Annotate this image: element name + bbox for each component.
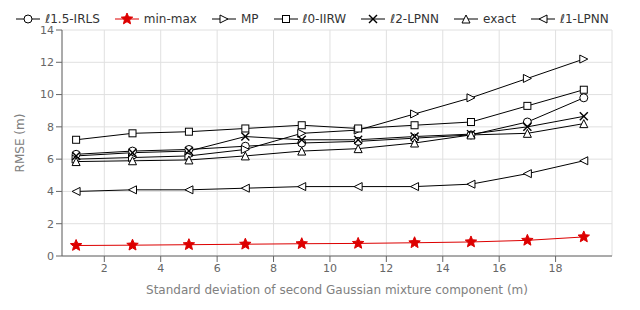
html-text:ℓ2-LPNN: ℓ2-LPNN xyxy=(390,12,439,26)
svg-text:10: 10 xyxy=(40,88,54,101)
html-text:exact: exact xyxy=(483,12,516,26)
svg-text:14: 14 xyxy=(40,24,54,37)
html-text:ℓ0-IIRW: ℓ0-IIRW xyxy=(302,12,347,26)
svg-text:RMSE (m): RMSE (m) xyxy=(13,114,27,173)
svg-text:10: 10 xyxy=(323,262,337,275)
html-text:ℓ1.5-IRLS: ℓ1.5-IRLS xyxy=(45,12,100,26)
svg-text:4: 4 xyxy=(157,262,164,275)
html-text:MP: MP xyxy=(240,12,259,26)
svg-text:12: 12 xyxy=(40,56,54,69)
svg-text:2: 2 xyxy=(101,262,108,275)
svg-text:16: 16 xyxy=(492,262,506,275)
svg-text:8: 8 xyxy=(47,121,54,134)
svg-text:4: 4 xyxy=(47,185,54,198)
html-text:ℓ1-LPNN: ℓ1-LPNN xyxy=(560,12,609,26)
svg-text:12: 12 xyxy=(379,262,393,275)
html-text:min-max: min-max xyxy=(143,12,197,26)
svg-text:8: 8 xyxy=(270,262,277,275)
svg-text:18: 18 xyxy=(549,262,563,275)
svg-text:2: 2 xyxy=(47,218,54,231)
svg-text:Standard deviation of second G: Standard deviation of second Gaussian mi… xyxy=(146,283,528,297)
svg-text:14: 14 xyxy=(436,262,450,275)
svg-text:6: 6 xyxy=(47,153,54,166)
svg-text:6: 6 xyxy=(214,262,221,275)
svg-text:0: 0 xyxy=(47,250,54,263)
